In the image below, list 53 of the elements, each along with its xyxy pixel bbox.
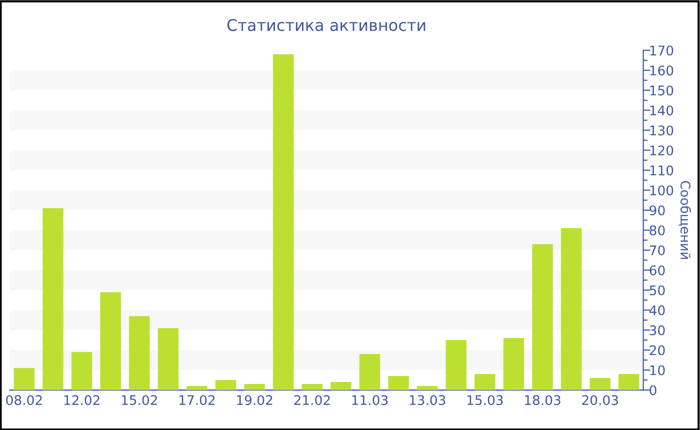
x-tick-label: 12.02 bbox=[64, 395, 100, 406]
bar bbox=[100, 292, 121, 390]
y-tick-label: 90 bbox=[650, 205, 665, 216]
chart-title: Статистика активности bbox=[227, 19, 426, 32]
bar bbox=[158, 328, 179, 390]
bar bbox=[129, 316, 150, 390]
y-tick-label: 20 bbox=[650, 345, 665, 356]
y-tick-label: 120 bbox=[650, 145, 674, 156]
y-tick-label: 0 bbox=[650, 385, 656, 396]
y-tick-label: 80 bbox=[650, 225, 665, 236]
bar bbox=[503, 338, 524, 390]
y-tick-label: 170 bbox=[650, 46, 674, 56]
y-tick-label: 30 bbox=[650, 325, 665, 336]
bar bbox=[474, 374, 496, 390]
x-tick-label: 13.03 bbox=[410, 395, 446, 406]
x-tick-label: 20.03 bbox=[582, 395, 618, 406]
x-tick-label: 18.03 bbox=[525, 395, 560, 406]
bar bbox=[330, 382, 352, 390]
bar bbox=[14, 368, 35, 390]
bar bbox=[272, 54, 294, 390]
y-tick-label: 130 bbox=[650, 125, 674, 136]
y-axis-title: Сообщений bbox=[678, 180, 691, 259]
x-tick-label: 08.02 bbox=[6, 395, 42, 406]
y-tick-label: 110 bbox=[650, 165, 674, 176]
y-tick-label: 100 bbox=[650, 185, 674, 196]
y-tick-label: 150 bbox=[650, 85, 674, 96]
x-tick-label: 21.02 bbox=[294, 395, 330, 406]
bar bbox=[388, 376, 409, 390]
x-tick-label: 19.02 bbox=[237, 395, 272, 406]
y-tick-label: 140 bbox=[650, 105, 674, 116]
y-tick-label: 10 bbox=[650, 365, 665, 376]
bar bbox=[244, 384, 265, 390]
x-tick-label: 11.03 bbox=[352, 395, 388, 406]
bar bbox=[590, 378, 610, 390]
y-tick-label: 40 bbox=[650, 305, 665, 316]
bar bbox=[302, 384, 323, 390]
bar bbox=[215, 380, 236, 390]
y-tick-label: 50 bbox=[650, 285, 665, 296]
bar bbox=[532, 244, 553, 390]
bar bbox=[416, 386, 438, 390]
bar bbox=[618, 374, 640, 390]
bar bbox=[186, 386, 208, 390]
bar bbox=[42, 208, 64, 390]
y-tick-label: 60 bbox=[650, 265, 665, 276]
bar bbox=[446, 340, 466, 390]
y-tick-label: 160 bbox=[650, 66, 674, 76]
x-tick-label: 15.02 bbox=[122, 395, 157, 406]
bar bbox=[71, 352, 92, 390]
bar bbox=[560, 228, 582, 390]
bar bbox=[359, 354, 380, 390]
x-tick-label: 17.02 bbox=[180, 395, 215, 406]
y-tick-label: 70 bbox=[650, 245, 665, 256]
x-tick-label: 15.03 bbox=[467, 395, 503, 406]
